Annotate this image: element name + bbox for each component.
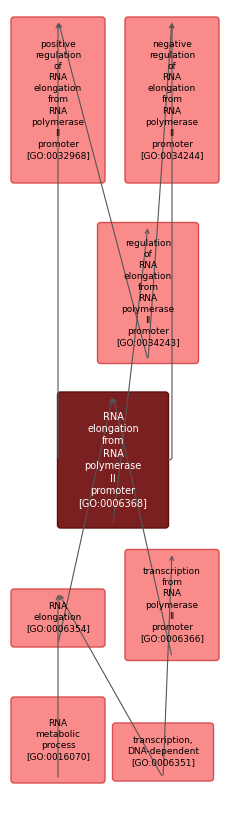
Text: transcription,
DNA-dependent
[GO:0006351]: transcription, DNA-dependent [GO:0006351… — [127, 737, 199, 767]
Text: RNA
metabolic
process
[GO:0016070]: RNA metabolic process [GO:0016070] — [26, 719, 90, 761]
FancyBboxPatch shape — [11, 589, 105, 647]
FancyBboxPatch shape — [11, 17, 105, 183]
Text: regulation
of
RNA
elongation
from
RNA
polymerase
II
promoter
[GO:0034243]: regulation of RNA elongation from RNA po… — [116, 238, 180, 347]
FancyBboxPatch shape — [11, 697, 105, 783]
FancyBboxPatch shape — [58, 392, 168, 528]
Text: RNA
elongation
[GO:0006354]: RNA elongation [GO:0006354] — [26, 602, 90, 633]
FancyBboxPatch shape — [125, 17, 219, 183]
Text: RNA
elongation
from
RNA
polymerase
II
promoter
[GO:0006368]: RNA elongation from RNA polymerase II pr… — [79, 411, 147, 508]
FancyBboxPatch shape — [125, 550, 219, 660]
Text: negative
regulation
of
RNA
elongation
from
RNA
polymerase
II
promoter
[GO:003424: negative regulation of RNA elongation fr… — [140, 40, 204, 160]
Text: positive
regulation
of
RNA
elongation
from
RNA
polymerase
II
promoter
[GO:003296: positive regulation of RNA elongation fr… — [26, 40, 90, 160]
FancyBboxPatch shape — [97, 223, 198, 363]
Text: transcription
from
RNA
polymerase
II
promoter
[GO:0006366]: transcription from RNA polymerase II pro… — [140, 567, 204, 643]
FancyBboxPatch shape — [112, 723, 213, 781]
